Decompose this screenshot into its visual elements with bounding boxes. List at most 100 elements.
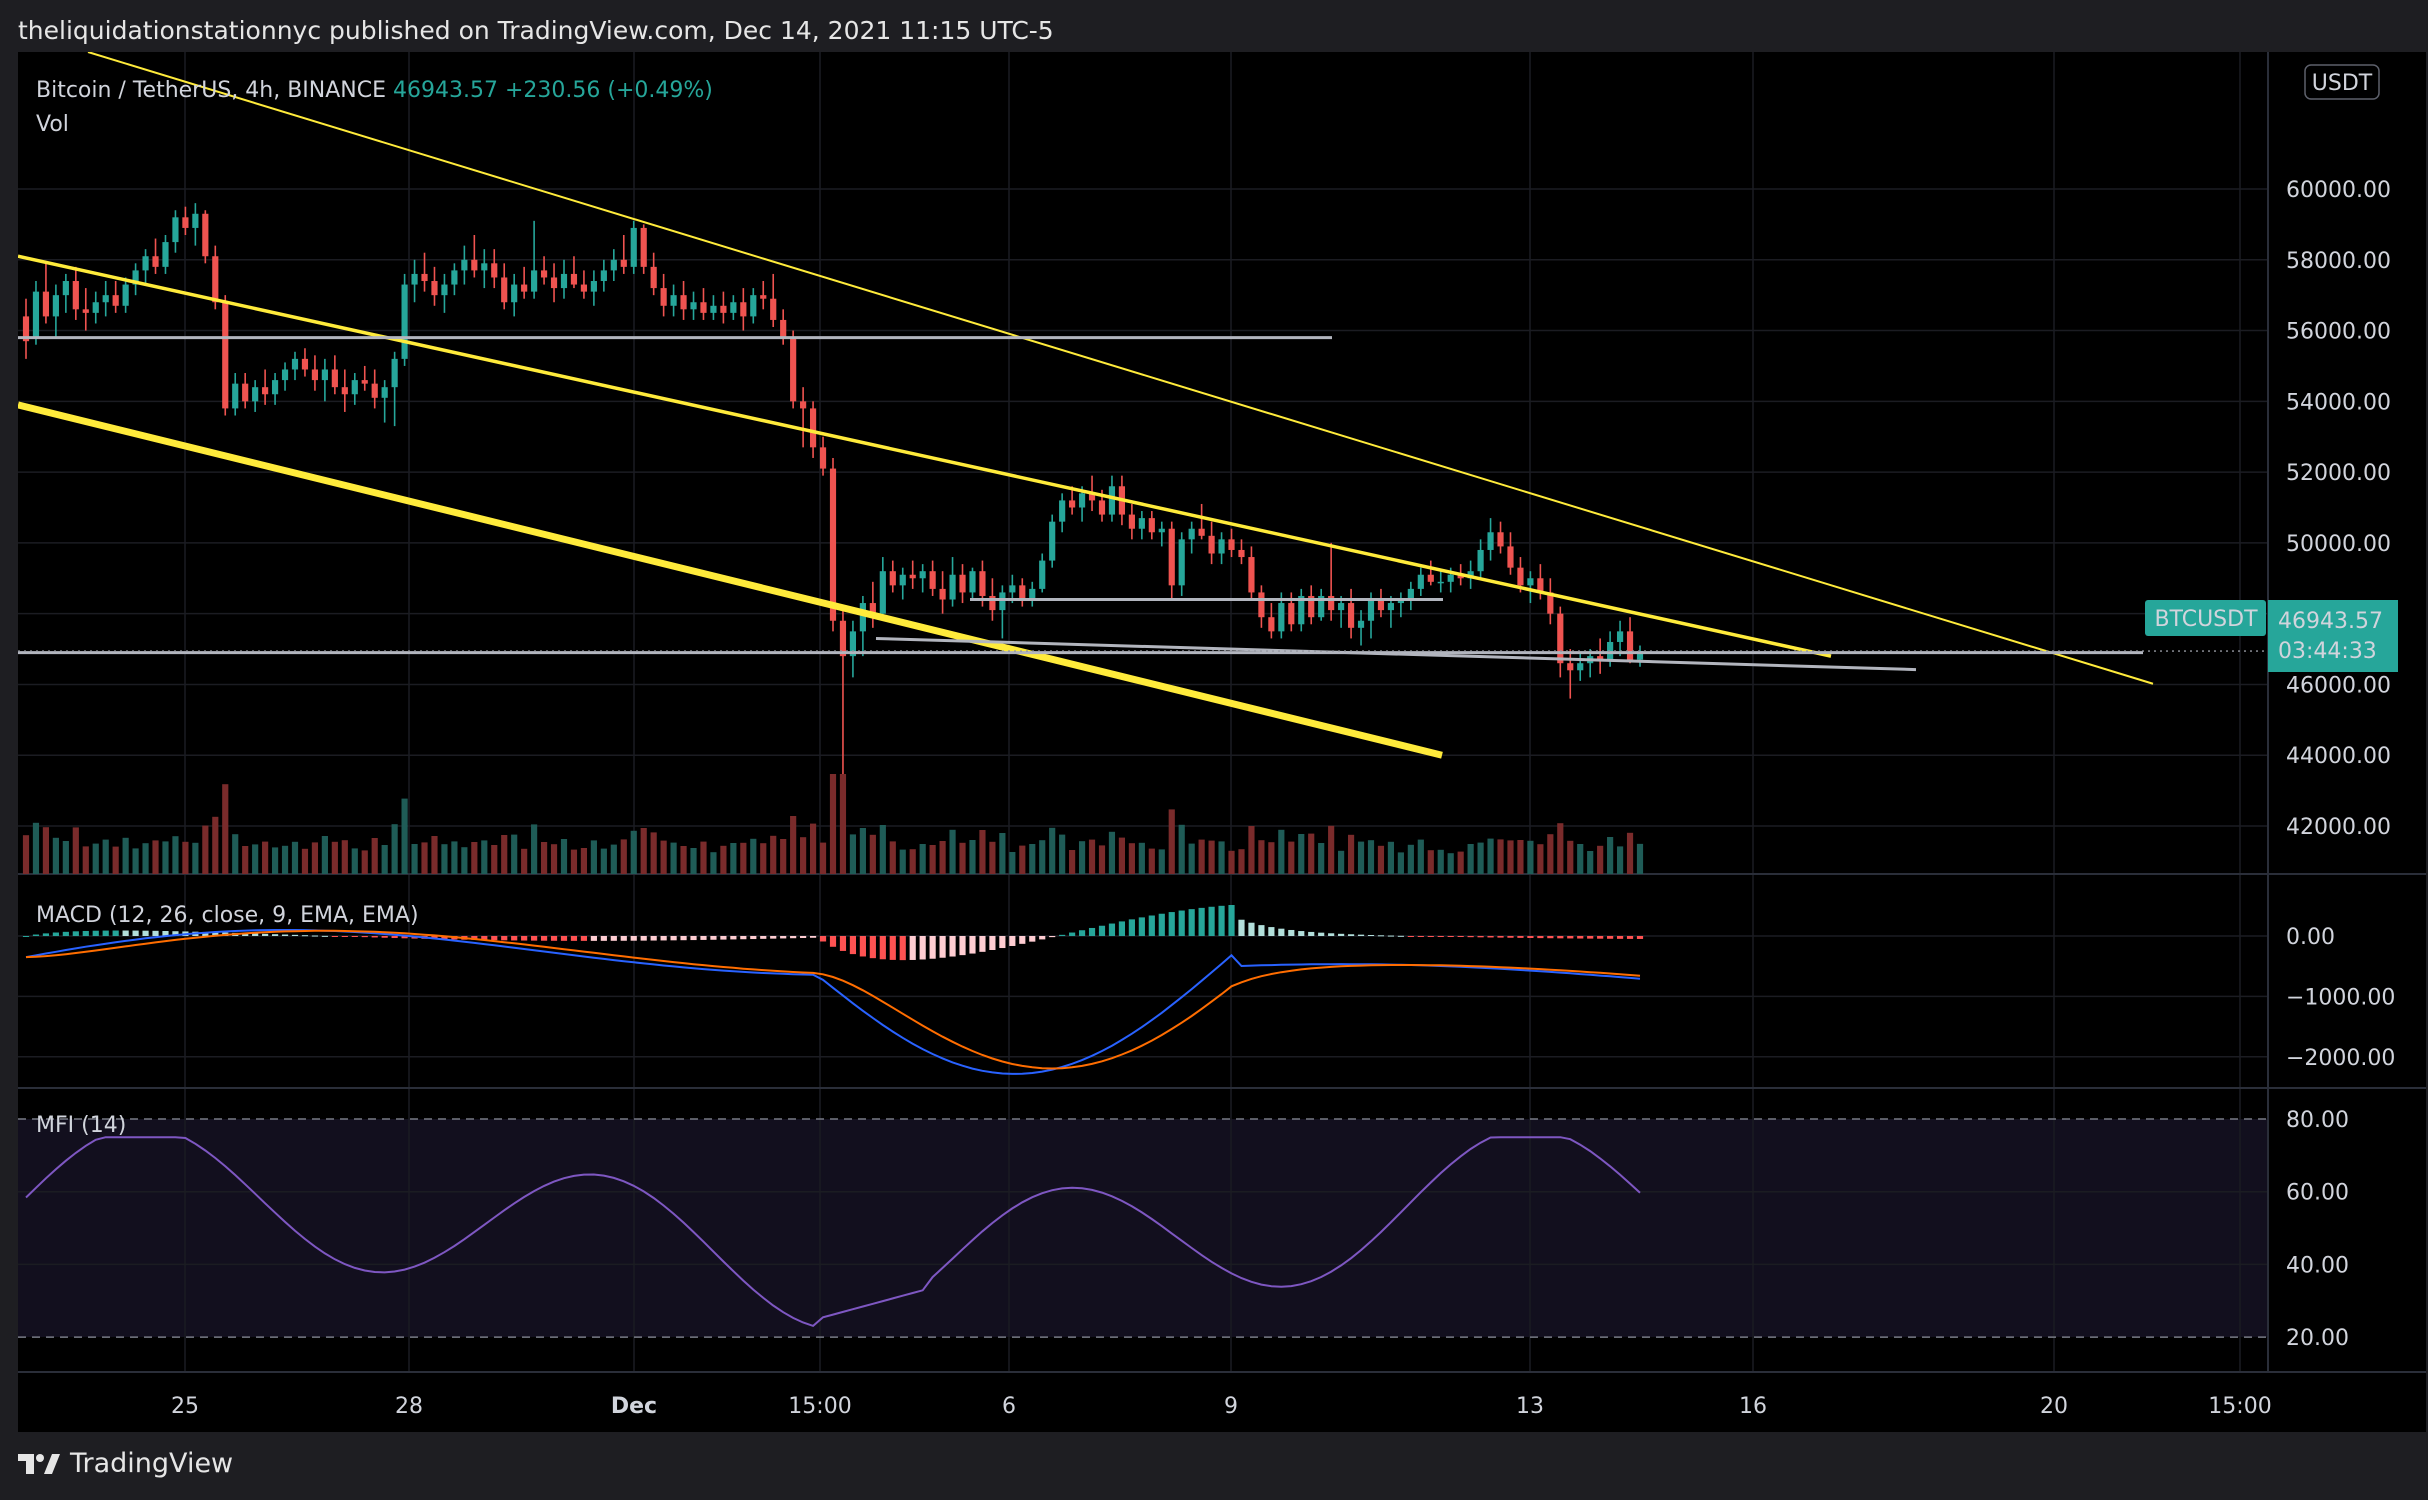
macd-histogram-bar xyxy=(1009,936,1016,946)
macd-histogram-bar xyxy=(491,936,498,941)
macd-histogram-bar xyxy=(720,936,727,940)
volume-bar xyxy=(1039,840,1046,874)
time-axis-label: 6 xyxy=(1002,1394,1016,1419)
volume-bar xyxy=(521,848,528,874)
volume-bar xyxy=(371,838,378,874)
candle-body xyxy=(242,383,249,402)
candle-body xyxy=(1308,595,1315,618)
candle-body xyxy=(670,295,677,306)
macd-histogram-bar xyxy=(550,936,558,941)
chart-canvas[interactable]: 42000.0044000.0046000.0048000.0050000.00… xyxy=(18,52,2426,1432)
volume-bar xyxy=(1427,850,1434,874)
candle-body xyxy=(690,302,697,310)
time-axis-label: 20 xyxy=(2040,1394,2068,1419)
volume-bar xyxy=(1597,845,1604,874)
chart-frame[interactable]: 42000.0044000.0046000.0048000.0050000.00… xyxy=(18,52,2426,1432)
candle-body xyxy=(760,295,767,299)
macd-histogram-bar xyxy=(949,936,956,957)
candle-body xyxy=(531,270,538,292)
macd-histogram-bar xyxy=(780,936,787,939)
candle-body xyxy=(291,358,299,370)
candle-body xyxy=(1338,603,1345,611)
volume-bar xyxy=(1268,842,1275,874)
candle-body xyxy=(1387,603,1395,611)
candle-body xyxy=(1417,574,1424,589)
volume-bar xyxy=(501,835,508,874)
candle-body xyxy=(381,387,388,398)
candle-body xyxy=(1616,631,1624,642)
tradingview-logo-icon xyxy=(18,1453,60,1474)
macd-histogram-bar xyxy=(640,936,647,941)
candle-body xyxy=(511,284,518,303)
candle-body xyxy=(1517,567,1524,586)
candle-body xyxy=(1198,528,1205,536)
volume-bar xyxy=(1078,841,1086,874)
macd-histogram-bar xyxy=(1517,936,1524,938)
volume-bar xyxy=(1507,840,1514,874)
volume-bar xyxy=(949,829,956,874)
tradingview-logo[interactable]: TradingView xyxy=(18,1448,233,1479)
price-axis-label: 56000.00 xyxy=(2286,320,2391,345)
volume-bar xyxy=(451,841,458,874)
macd-histogram-bar xyxy=(32,934,40,936)
volume-bar xyxy=(1248,826,1255,874)
volume-bar xyxy=(1537,844,1544,874)
macd-histogram-bar xyxy=(1088,927,1096,936)
volume-bar xyxy=(1347,834,1355,874)
candle-body xyxy=(929,571,936,589)
macd-histogram-bar xyxy=(1587,936,1594,939)
macd-histogram-bar xyxy=(152,930,159,936)
volume-bar xyxy=(750,838,757,874)
candle-body xyxy=(391,358,398,388)
candle-body xyxy=(1248,557,1255,593)
volume-bar xyxy=(1108,831,1116,874)
macd-histogram-bar xyxy=(1078,930,1086,936)
volume-bar xyxy=(1138,842,1145,874)
macd-histogram-bar xyxy=(540,936,548,941)
volume-bar xyxy=(999,833,1006,874)
volume-bar xyxy=(1188,843,1195,874)
macd-histogram-bar xyxy=(1577,936,1584,939)
time-axis-label: Dec xyxy=(611,1394,657,1419)
candle-body xyxy=(411,273,418,285)
macd-histogram-bar xyxy=(1338,933,1345,936)
candle-body xyxy=(590,281,597,292)
macd-histogram-bar xyxy=(1298,931,1305,936)
candle-body xyxy=(540,270,548,278)
volume-bar xyxy=(869,834,876,874)
volume-bar xyxy=(1158,849,1165,874)
macd-histogram-bar xyxy=(1537,936,1544,939)
volume-bar xyxy=(1328,825,1335,874)
macd-histogram-bar xyxy=(680,936,687,941)
volume-bar xyxy=(829,774,837,874)
macd-histogram-bar xyxy=(1218,905,1225,936)
time-axis-label: 16 xyxy=(1739,1394,1767,1419)
macd-histogram-bar xyxy=(202,931,209,936)
candle-body xyxy=(1497,532,1504,547)
macd-histogram-bar xyxy=(1188,909,1195,936)
volume-bar xyxy=(32,822,40,874)
volume-bar xyxy=(1228,850,1235,874)
macd-pane xyxy=(22,905,1644,1075)
volume-bar xyxy=(252,844,259,874)
volume-bar xyxy=(311,842,319,874)
candle-body xyxy=(72,281,79,310)
macd-histogram-bar xyxy=(1457,936,1464,938)
candle-body xyxy=(580,284,588,292)
candle-body xyxy=(710,305,717,313)
volume-bar xyxy=(192,842,199,874)
macd-histogram-bar xyxy=(391,936,398,939)
candle-body xyxy=(1208,535,1215,554)
macd-histogram-bar xyxy=(291,934,299,936)
candle-body xyxy=(281,369,289,381)
volume-bar xyxy=(331,841,338,874)
volume-bar xyxy=(421,842,428,874)
macd-histogram-bar xyxy=(610,936,617,941)
candle-body xyxy=(919,571,926,579)
macd-histogram-bar xyxy=(401,936,408,939)
macd-histogram-bar xyxy=(1069,932,1076,936)
macd-histogram-bar xyxy=(939,936,946,958)
mfi-pane xyxy=(25,1136,1641,1328)
time-axis-label: 15:00 xyxy=(2208,1394,2271,1419)
candle-body xyxy=(52,295,59,317)
